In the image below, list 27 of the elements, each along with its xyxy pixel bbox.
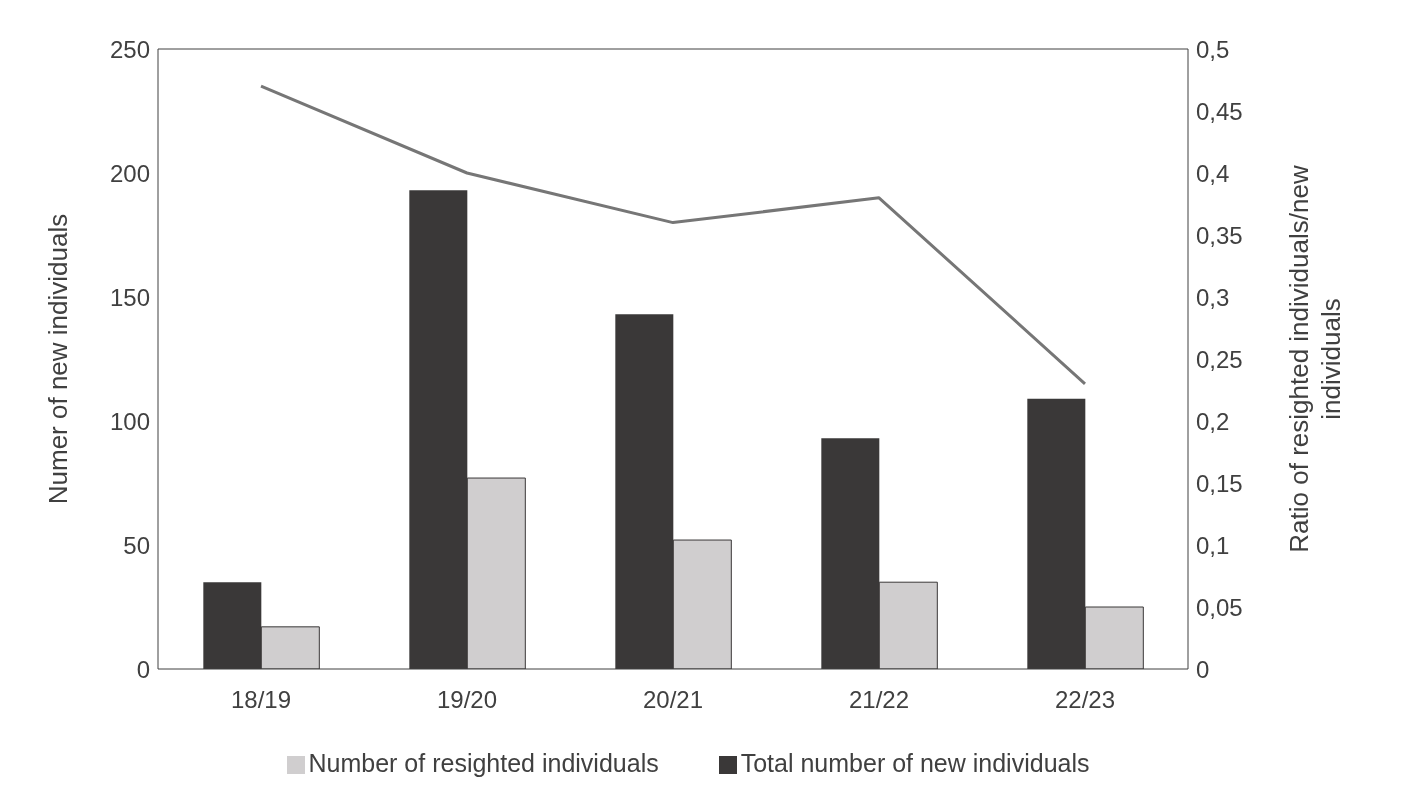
y2-tick-label: 0,35 bbox=[1196, 221, 1243, 249]
y2-tick-label: 0,2 bbox=[1196, 407, 1230, 435]
x-tick-label: 18/19 bbox=[230, 686, 292, 714]
x-tick-label: 20/21 bbox=[642, 686, 704, 714]
y-axis-title: Numer of new individuals bbox=[43, 213, 74, 505]
y2-tick-label: 0 bbox=[1196, 655, 1210, 683]
x-tick-label: 22/23 bbox=[1054, 686, 1116, 714]
y2-tick-label: 0,1 bbox=[1196, 531, 1230, 559]
y2-tick-label: 0,3 bbox=[1196, 283, 1230, 311]
y2-tick-label: 0,5 bbox=[1196, 35, 1230, 63]
y2-axis-title: Ratio of resighted individuals/new individuals bbox=[1284, 165, 1346, 553]
y-tick-label: 150 bbox=[109, 283, 150, 311]
y2-tick-label: 0,4 bbox=[1196, 159, 1230, 187]
y2-tick-label: 0,45 bbox=[1196, 97, 1243, 125]
y2-tick-label: 0,15 bbox=[1196, 469, 1243, 497]
y2-tick-label: 0,25 bbox=[1196, 345, 1243, 373]
x-tick-label: 19/20 bbox=[436, 686, 498, 714]
y-tick-label: 50 bbox=[123, 531, 150, 559]
y2-tick-label: 0,05 bbox=[1196, 593, 1243, 621]
line-series bbox=[259, 84, 1087, 386]
y-tick-label: 0 bbox=[136, 655, 150, 683]
y-tick-label: 250 bbox=[109, 35, 150, 63]
x-tick-label: 21/22 bbox=[848, 686, 910, 714]
legend-label: Total number of new individuals bbox=[740, 749, 1090, 777]
y-tick-label: 100 bbox=[109, 407, 150, 435]
y-tick-label: 200 bbox=[109, 159, 150, 187]
legend-label: Number of resighted individuals bbox=[308, 749, 659, 777]
